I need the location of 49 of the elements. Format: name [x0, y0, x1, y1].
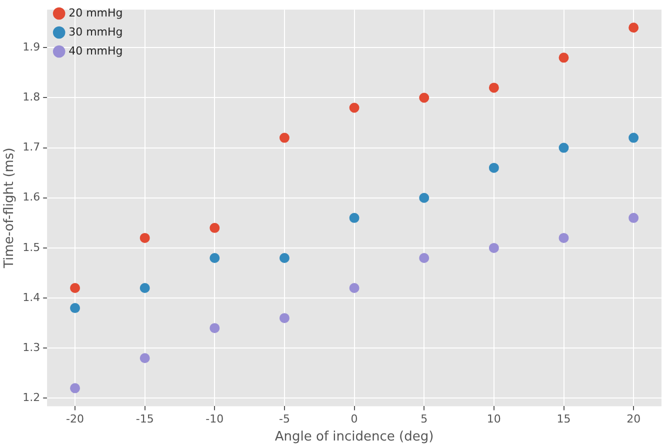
point: [279, 252, 290, 263]
y-tick-label: 1.8: [22, 90, 40, 104]
point: [488, 162, 499, 173]
y-axis-title: Time-of-flight (ms): [2, 148, 18, 270]
y-tick-label: 1.2: [22, 391, 40, 404]
legend-label: 40 mmHg: [68, 44, 123, 58]
point: [210, 252, 220, 263]
x-tick-label: 10: [486, 412, 501, 426]
point: [70, 283, 80, 294]
point: [628, 22, 639, 33]
x-tick-label: -15: [136, 412, 154, 426]
y-tick-label: 1.6: [22, 190, 40, 204]
point: [488, 82, 499, 93]
point: [279, 313, 290, 324]
x-tick-label: 15: [556, 412, 571, 426]
point: [628, 212, 639, 223]
x-tick-label: -10: [206, 412, 224, 426]
point: [70, 383, 80, 394]
point: [140, 283, 150, 294]
point: [349, 283, 360, 294]
x-tick-label: -20: [66, 412, 84, 426]
point: [419, 252, 430, 263]
point: [210, 222, 220, 233]
point: [558, 232, 569, 243]
point: [628, 132, 639, 143]
point: [140, 353, 150, 364]
point: [70, 303, 80, 314]
legend-label: 30 mmHg: [68, 25, 123, 38]
y-tick-label: 1.9: [22, 40, 40, 54]
point: [488, 242, 499, 253]
point: [279, 132, 290, 143]
point: [210, 323, 220, 334]
point: [558, 142, 569, 153]
point: [349, 102, 360, 113]
y-tick-label: 1.4: [22, 290, 40, 304]
point: [419, 192, 430, 203]
y-tick-label: 1.5: [22, 240, 40, 254]
y-tick-label: 1.7: [22, 140, 40, 154]
point: [349, 212, 360, 223]
legend-label: 20 mmHg: [68, 6, 123, 20]
x-tick-label: 5: [420, 412, 428, 426]
x-tick-label: 20: [626, 412, 641, 426]
x-tick-label: -5: [278, 412, 290, 426]
point: [558, 52, 569, 63]
y-tick-label: 1.3: [22, 340, 40, 354]
point: [140, 232, 150, 243]
x-tick-label: 0: [350, 412, 358, 426]
point: [419, 92, 430, 103]
x-axis-title: Angle of incidence (deg): [274, 430, 434, 445]
